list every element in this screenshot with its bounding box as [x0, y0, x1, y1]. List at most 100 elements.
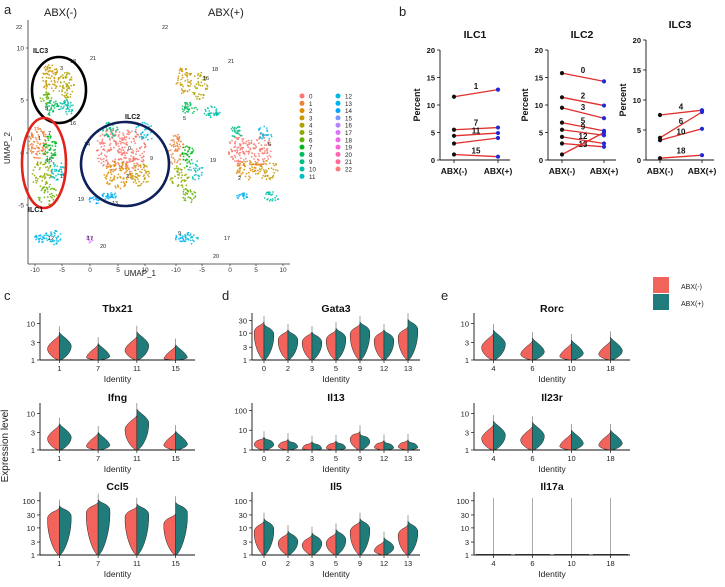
umap-point [32, 136, 34, 139]
umap-point [242, 195, 245, 198]
umap-point [90, 197, 93, 200]
umap-point [186, 232, 189, 235]
umap-point [35, 176, 37, 179]
umap-point [247, 139, 250, 142]
umap-point [177, 79, 179, 81]
umap-point [70, 76, 73, 79]
umap-point [243, 197, 245, 200]
umap-point [53, 239, 56, 242]
umap-point [236, 170, 239, 173]
umap-point [37, 142, 40, 145]
violin-xtick-label: 6 [530, 559, 534, 568]
umap-point [60, 75, 62, 78]
violin-half-abx-neg [350, 521, 361, 556]
umap-point [173, 161, 176, 163]
umap-point [125, 163, 128, 166]
umap-point [120, 138, 123, 140]
lineplot-ytick-label: 0 [431, 156, 435, 165]
umap-point [257, 158, 259, 161]
umap-point [69, 106, 71, 108]
umap-point [130, 176, 133, 178]
umap-point [200, 74, 202, 77]
umap-point [43, 86, 45, 89]
umap-point [193, 240, 195, 243]
umap-point [133, 165, 135, 167]
umap-point [244, 175, 247, 178]
violin-ytick-label: 100 [234, 406, 247, 415]
violin-xtick-label: 3 [310, 454, 314, 463]
umap-point [251, 163, 253, 166]
umap-point [269, 198, 272, 201]
legend-cluster-id: 21 [345, 159, 352, 166]
legend-cluster-id: 13 [345, 101, 352, 108]
umap-point [177, 160, 179, 162]
umap-point [68, 82, 70, 84]
umap-point [260, 147, 262, 150]
legend-color-dot [299, 159, 305, 165]
umap-point [179, 158, 182, 161]
umap-point [134, 173, 137, 175]
umap-point [40, 201, 43, 203]
umap-point [115, 168, 117, 170]
violin-xlabel: Identity [104, 569, 132, 579]
lineplot-point-abx-neg [657, 112, 663, 118]
umap-point [65, 110, 67, 113]
umap-point [53, 101, 55, 104]
umap-point [54, 141, 57, 144]
violin-half-abx-neg [124, 335, 138, 361]
umap-point [69, 93, 72, 96]
violin-xtick-label: 1 [57, 559, 61, 568]
umap-point [238, 133, 241, 136]
umap-point [50, 75, 53, 78]
lineplot-series-line [561, 121, 605, 132]
umap-point [263, 170, 266, 173]
umap-point [37, 134, 40, 136]
umap-point [120, 181, 123, 184]
umap-point [203, 112, 206, 115]
umap-point [134, 178, 136, 181]
umap-point [145, 172, 147, 175]
umap-point [124, 184, 127, 187]
umap-point [51, 144, 54, 147]
umap-point [183, 188, 185, 191]
violin-half-abx-neg [559, 342, 572, 361]
umap-point [53, 77, 56, 80]
umap-point [182, 235, 184, 238]
lineplot-ytick-label: 15 [633, 66, 641, 75]
umap-point [32, 140, 35, 143]
lineplot-xtick-label: ABX(+) [688, 166, 717, 176]
umap-point [245, 140, 248, 143]
umap-point [114, 192, 116, 195]
umap-point [47, 167, 50, 170]
violin-half-abx-neg [350, 323, 361, 361]
umap-cluster-label: 22 [162, 25, 168, 31]
umap-point [54, 71, 56, 74]
umap-point [46, 151, 49, 154]
umap-point [51, 170, 53, 173]
violin-half-abx-pos [287, 439, 298, 451]
umap-point [247, 178, 250, 181]
umap-xtick-label: 10 [141, 267, 149, 274]
umap-point [44, 133, 47, 136]
umap-point [90, 237, 93, 240]
umap-point [184, 197, 187, 200]
violin-xtick-label: 7 [96, 559, 100, 568]
umap-point [50, 176, 53, 178]
umap-point [47, 238, 50, 241]
umap-point [246, 160, 249, 163]
umap-point [98, 141, 101, 144]
umap-point [38, 235, 41, 237]
violin-half-abx-neg [302, 331, 313, 361]
umap-point [254, 144, 257, 147]
lineplot-series-label: 2 [581, 91, 586, 100]
umap-point [134, 169, 136, 172]
lineplot-series-label: 18 [677, 147, 686, 156]
umap-point [179, 240, 182, 243]
umap-point [126, 144, 128, 146]
umap-point [40, 100, 43, 103]
umap-point [128, 137, 131, 140]
umap-point [59, 168, 61, 171]
umap-point [47, 144, 50, 147]
umap-point [39, 237, 42, 240]
